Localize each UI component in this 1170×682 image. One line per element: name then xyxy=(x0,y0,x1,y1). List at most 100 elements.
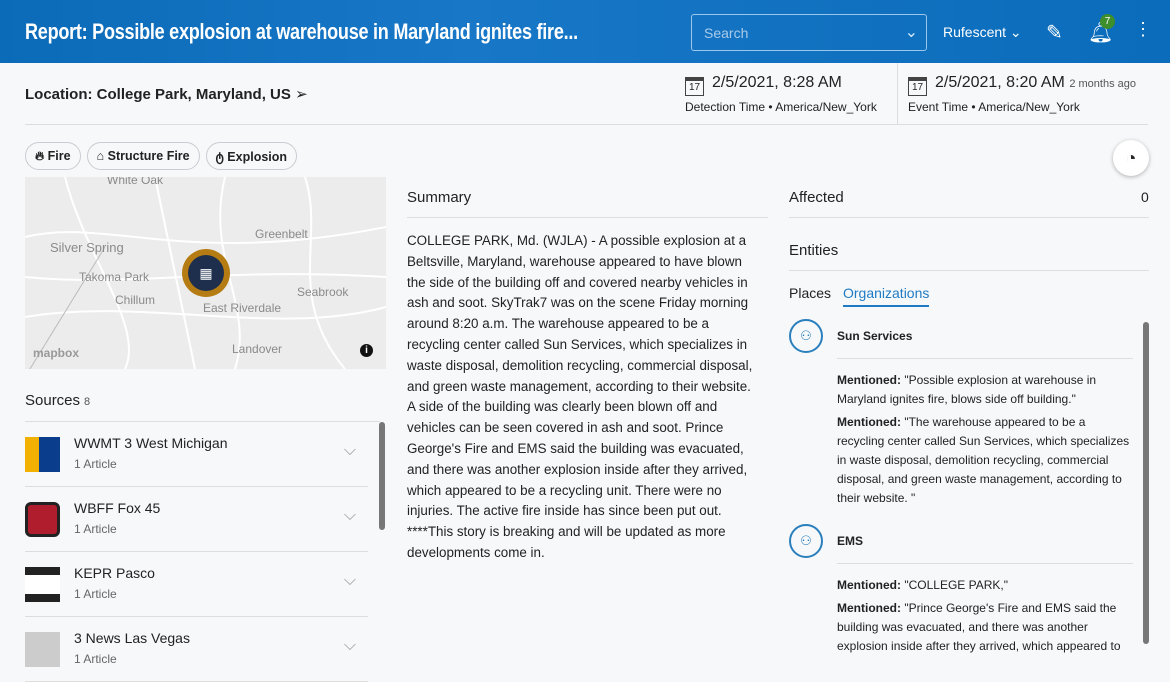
sources-heading: Sources 8 xyxy=(25,392,90,409)
mention: Mentioned: "COLLEGE PARK," xyxy=(837,576,1133,595)
top-bar: Report: Possible explosion at warehouse … xyxy=(0,0,1170,63)
source-item[interactable]: WWMT 3 West Michigan 1 Article ⌵ xyxy=(25,422,368,487)
organization-list: ⚇ Sun Services Mentioned: "Possible explo… xyxy=(789,319,1134,658)
detection-date: 2/5/2021, 8:28 AM xyxy=(712,74,842,91)
tab-organizations[interactable]: Organizations xyxy=(843,285,930,307)
event-date: 2/5/2021, 8:20 AM xyxy=(935,74,1065,91)
org-name: EMS xyxy=(837,534,864,548)
source-name: KEPR Pasco xyxy=(74,565,155,581)
divider xyxy=(407,217,768,218)
map[interactable]: White Oak Silver Spring Takoma Park Chil… xyxy=(25,177,386,369)
tag-structure-fire[interactable]: ⌂ Structure Fire xyxy=(86,142,200,170)
mention: Mentioned: "Possible explosion at wareho… xyxy=(837,371,1133,409)
map-label: Takoma Park xyxy=(79,270,150,284)
affected-count: 0 xyxy=(1141,189,1149,205)
organization-icon: ⚇ xyxy=(789,524,823,558)
source-item[interactable]: WBFF Fox 45 1 Article ⌵ xyxy=(25,487,368,552)
structure-fire-icon: ▦ xyxy=(188,255,224,291)
location: Location: College Park, Maryland, US ➢ xyxy=(25,85,308,103)
tag-label: Explosion xyxy=(227,150,288,164)
source-name: WWMT 3 West Michigan xyxy=(74,435,228,451)
chevron-down-icon[interactable]: ⌵ xyxy=(343,442,356,459)
newspaper-icon xyxy=(25,632,60,667)
chevron-down-icon: ⌄ xyxy=(904,24,918,41)
chevron-down-icon[interactable]: ⌵ xyxy=(343,572,356,589)
source-name: WBFF Fox 45 xyxy=(74,500,161,516)
more-vertical-icon[interactable]: ⋮ xyxy=(1134,19,1152,39)
mention-text: "Possible explosion at warehouse in Mary… xyxy=(837,373,1097,406)
divider xyxy=(837,563,1133,564)
tag-fire[interactable]: 🔥︎ Fire xyxy=(25,142,81,170)
map-label: Seabrook xyxy=(297,285,349,299)
org-name: Sun Services xyxy=(837,329,913,343)
map-marker[interactable]: ▦ xyxy=(182,249,230,297)
source-name: 3 News Las Vegas xyxy=(74,630,190,646)
calendar-icon: 17 xyxy=(908,77,927,96)
event-time: 17 2/5/2021, 8:20 AM 2 months ago Event T… xyxy=(908,74,1136,114)
map-label: Silver Spring xyxy=(50,240,124,255)
search-input[interactable]: Search ⌄ xyxy=(691,14,927,51)
location-text: Location: College Park, Maryland, US xyxy=(25,86,291,103)
tag-explosion[interactable]: ტ Explosion xyxy=(205,142,298,170)
map-roads xyxy=(25,177,386,369)
divider xyxy=(837,358,1133,359)
event-label: Event Time • America/New_York xyxy=(908,100,1080,114)
tab-places[interactable]: Places xyxy=(789,285,832,301)
bomb-icon: ტ xyxy=(215,150,224,164)
page-title: Report: Possible explosion at warehouse … xyxy=(25,19,578,44)
structure-fire-icon: ⌂ xyxy=(96,149,105,163)
divider xyxy=(25,421,380,422)
source-articles: 1 Article xyxy=(74,587,117,601)
mention-text: "COLLEGE PARK," xyxy=(904,578,1009,592)
mention-label: Mentioned: xyxy=(837,578,901,592)
mention-label: Mentioned: xyxy=(837,415,901,429)
source-item[interactable]: KEPR Pasco 1 Article ⌵ xyxy=(25,552,368,617)
map-label: Greenbelt xyxy=(255,227,308,241)
notification-badge: 7 xyxy=(1100,14,1115,29)
gauge-button[interactable]: ◔ xyxy=(1113,140,1149,176)
detection-label: Detection Time • America/New_York xyxy=(685,100,877,114)
map-label: East Riverdale xyxy=(203,301,282,315)
chevron-down-icon[interactable]: ⌵ xyxy=(343,637,356,654)
tag-list: 🔥︎ Fire ⌂ Structure Fire ტ Explosion xyxy=(25,142,298,170)
cursor-icon[interactable]: ➢ xyxy=(295,86,308,103)
calendar-icon: 17 xyxy=(685,77,704,96)
mention-text: "Prince George's Fire and EMS said the b… xyxy=(837,601,1121,653)
mention: Mentioned: "Prince George's Fire and EMS… xyxy=(837,599,1133,658)
org-item: ⚇ EMS xyxy=(789,524,1134,564)
mention-text: "The warehouse appeared to be a recyclin… xyxy=(837,415,1130,505)
entities-heading: Entities xyxy=(789,242,839,259)
fire-icon: 🔥︎ xyxy=(35,149,45,163)
summary-text: COLLEGE PARK, Md. (WJLA) - A possible ex… xyxy=(407,233,753,560)
source-articles: 1 Article xyxy=(74,522,117,536)
event-ago: 2 months ago xyxy=(1069,78,1136,90)
chevron-down-icon[interactable]: ⌵ xyxy=(343,507,356,524)
source-articles: 1 Article xyxy=(74,652,117,666)
user-name: Rufescent xyxy=(943,24,1007,40)
tag-label: Structure Fire xyxy=(107,149,190,163)
affected-heading: Affected xyxy=(789,189,844,206)
map-label: White Oak xyxy=(107,177,164,187)
mention-label: Mentioned: xyxy=(837,601,901,615)
tag-label: Fire xyxy=(47,149,71,163)
user-menu[interactable]: Rufescent ⌄ xyxy=(943,24,1022,40)
map-label: Chillum xyxy=(115,293,156,307)
source-item[interactable]: 3 News Las Vegas 1 Article ⌵ xyxy=(25,617,368,682)
map-label: Landover xyxy=(232,342,283,356)
divider xyxy=(897,63,898,125)
divider xyxy=(789,270,1149,271)
info-icon[interactable]: i xyxy=(360,344,373,357)
entities-scrollbar[interactable] xyxy=(1143,322,1149,644)
source-logo xyxy=(25,437,60,472)
mention: Mentioned: "The warehouse appeared to be… xyxy=(837,413,1133,508)
pencil-icon[interactable]: ✎ xyxy=(1046,22,1063,44)
source-logo xyxy=(25,502,60,537)
summary-heading: Summary xyxy=(407,189,472,206)
organization-icon: ⚇ xyxy=(789,319,823,353)
mapbox-logo: mapbox xyxy=(33,346,80,360)
source-articles: 1 Article xyxy=(74,457,117,471)
gauge-icon: ◔ xyxy=(1125,148,1137,168)
sources-scrollbar[interactable] xyxy=(379,422,385,530)
divider xyxy=(25,124,1148,125)
sources-title: Sources xyxy=(25,392,81,409)
